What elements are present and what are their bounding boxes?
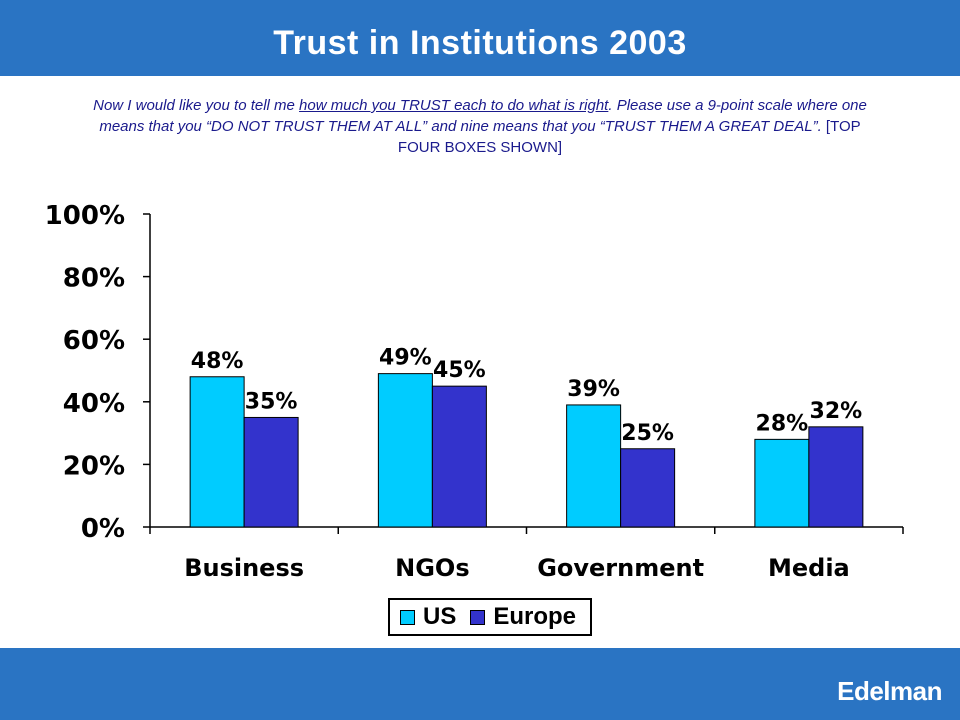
legend-item-us: US bbox=[400, 603, 456, 631]
y-tick-label: 80% bbox=[63, 264, 125, 294]
chart-legend: US Europe bbox=[388, 598, 592, 636]
bar-us-business bbox=[189, 376, 245, 528]
y-tick-label: 40% bbox=[63, 389, 125, 419]
bar-europe-government bbox=[620, 448, 676, 528]
bar-us-media bbox=[754, 438, 810, 528]
y-tick-label: 60% bbox=[63, 326, 125, 356]
category-label: NGOs bbox=[395, 554, 469, 582]
question-underlined: how much you TRUST each to do what is ri… bbox=[299, 97, 609, 114]
data-label: 39% bbox=[567, 377, 620, 402]
legend-label-us: US bbox=[423, 603, 457, 630]
y-tick-label: 20% bbox=[63, 451, 125, 481]
category-label: Media bbox=[768, 554, 850, 582]
data-label: 25% bbox=[621, 421, 674, 446]
category-label: Business bbox=[184, 554, 304, 582]
bar-europe-media bbox=[808, 426, 864, 528]
header-band bbox=[0, 0, 960, 76]
data-label: 45% bbox=[433, 358, 486, 383]
legend-swatch-europe bbox=[470, 609, 486, 625]
bar-us-ngos bbox=[377, 373, 433, 528]
legend-item-europe: Europe bbox=[470, 603, 576, 631]
question-part-2: . Please use a 9-point scale where one m… bbox=[99, 97, 867, 135]
category-label: Government bbox=[537, 554, 704, 582]
data-label: 49% bbox=[379, 346, 432, 371]
page-title: Trust in Institutions 2003 bbox=[273, 24, 687, 62]
edelman-logo: Edelman bbox=[837, 676, 942, 706]
data-label: 28% bbox=[756, 411, 809, 436]
y-tick-label: 100% bbox=[45, 201, 125, 231]
y-tick-label: 0% bbox=[81, 514, 125, 544]
bar-europe-business bbox=[243, 416, 299, 528]
data-label: 32% bbox=[810, 399, 863, 424]
legend-label-europe: Europe bbox=[493, 603, 577, 630]
question-part-1: Now I would like you to tell me bbox=[93, 97, 300, 114]
data-label: 48% bbox=[191, 349, 244, 374]
question-part-3: [TOP FOUR BOXES SHOWN] bbox=[397, 118, 861, 156]
survey-question: Now I would like you to tell me how much… bbox=[90, 95, 870, 158]
bar-europe-ngos bbox=[431, 385, 487, 528]
legend-swatch-us bbox=[400, 609, 415, 625]
data-label: 35% bbox=[245, 389, 298, 414]
bar-us-government bbox=[566, 404, 622, 528]
footer-band bbox=[0, 648, 960, 720]
bar-chart: 0% 20% 40% 60% 80% 100% 48%35% Business 49%45% NG… bbox=[45, 201, 904, 582]
